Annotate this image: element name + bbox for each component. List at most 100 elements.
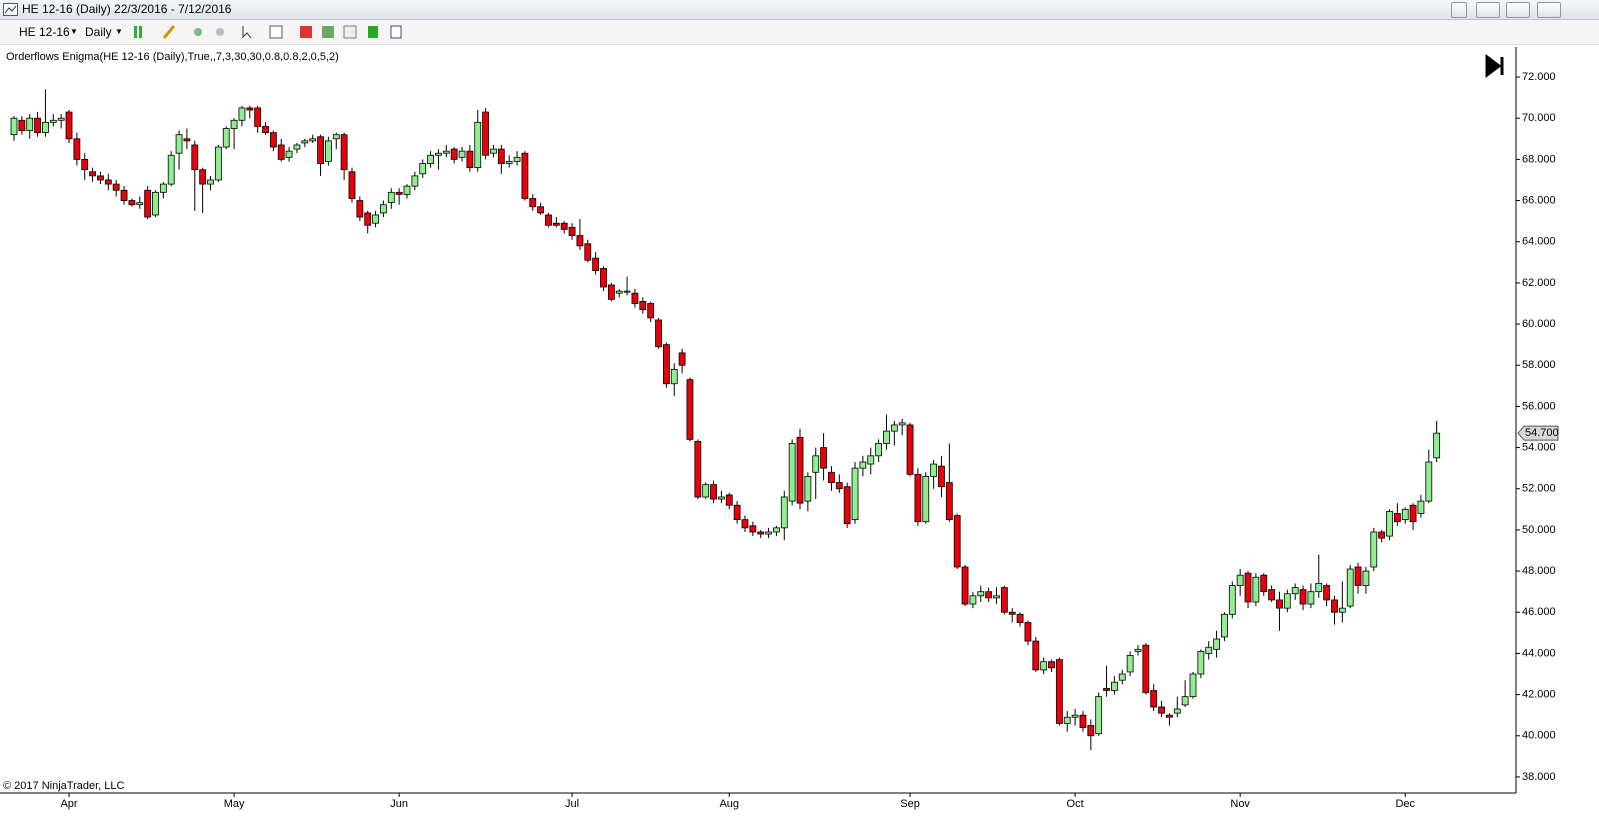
candle-body bbox=[615, 290, 623, 294]
candle-body bbox=[859, 461, 867, 469]
candle-body bbox=[112, 183, 120, 191]
minimize-button[interactable] bbox=[1476, 2, 1500, 18]
candle-body bbox=[42, 121, 49, 134]
candle-body bbox=[246, 107, 254, 111]
instrument-selector[interactable]: HE 12-16 bbox=[19, 25, 70, 39]
candle-body bbox=[922, 476, 930, 523]
period-selector[interactable]: Daily bbox=[85, 25, 112, 39]
candle-body bbox=[285, 150, 293, 158]
candle-body bbox=[780, 496, 788, 529]
candle-icon[interactable] bbox=[134, 26, 137, 38]
candle-body bbox=[222, 128, 230, 148]
candle-body bbox=[65, 111, 73, 140]
candle-body bbox=[773, 527, 780, 533]
candle-body bbox=[1079, 714, 1087, 728]
link-button[interactable] bbox=[1451, 2, 1467, 18]
candle-body bbox=[521, 152, 529, 199]
candle-body bbox=[749, 525, 757, 533]
candle-body bbox=[733, 504, 741, 521]
x-tick-label: Sep bbox=[900, 798, 920, 810]
candle-icon[interactable] bbox=[139, 26, 142, 38]
candle-body bbox=[120, 189, 128, 201]
candle-body bbox=[1071, 714, 1079, 718]
candle-body bbox=[1425, 461, 1433, 502]
candle-body bbox=[191, 144, 199, 171]
candle-body bbox=[10, 117, 18, 136]
candle-body bbox=[1252, 576, 1260, 603]
y-tick-label: 54.000 bbox=[1522, 441, 1556, 453]
candle-body bbox=[1150, 690, 1158, 708]
zoom-in-icon[interactable] bbox=[194, 28, 202, 36]
indicators-icon[interactable] bbox=[322, 26, 334, 38]
candle-body bbox=[277, 144, 285, 160]
dropdown-arrow[interactable]: ▼ bbox=[70, 27, 78, 36]
candle-body bbox=[1393, 513, 1401, 523]
candle-body bbox=[97, 175, 104, 181]
candle-body bbox=[1323, 585, 1331, 601]
candle-body bbox=[214, 146, 222, 181]
candle-body bbox=[718, 496, 725, 500]
dropdown-arrow[interactable]: ▼ bbox=[115, 27, 123, 36]
candle-body bbox=[427, 154, 434, 164]
candle-body bbox=[584, 243, 592, 261]
candle-body bbox=[1103, 688, 1110, 691]
restore-button[interactable] bbox=[1506, 2, 1530, 18]
candle-body bbox=[1040, 661, 1048, 671]
y-tick-label: 46.000 bbox=[1522, 606, 1556, 618]
candle-body bbox=[1048, 661, 1055, 669]
candle-body bbox=[505, 161, 513, 164]
dollar-icon[interactable] bbox=[368, 26, 378, 38]
pointer-icon[interactable] bbox=[242, 26, 252, 39]
y-tick-label: 42.000 bbox=[1522, 689, 1556, 701]
candle-body bbox=[592, 257, 600, 271]
candle-body bbox=[898, 422, 906, 426]
candle-body bbox=[757, 531, 765, 535]
candle-body bbox=[851, 467, 859, 521]
candle-body bbox=[1291, 587, 1299, 595]
candle-body bbox=[1134, 648, 1142, 652]
candle-body bbox=[1189, 673, 1197, 698]
x-tick-label: Jul bbox=[565, 798, 579, 810]
candle-body bbox=[647, 303, 655, 319]
candle-body bbox=[552, 222, 560, 226]
candle-body bbox=[301, 140, 309, 144]
y-tick-label: 44.000 bbox=[1522, 647, 1556, 659]
candle-body bbox=[890, 424, 898, 432]
candle-body bbox=[670, 368, 678, 385]
candle-body bbox=[317, 136, 324, 164]
zoom-out-icon[interactable] bbox=[216, 28, 224, 36]
candle-body bbox=[545, 214, 552, 226]
candle-body bbox=[442, 150, 450, 154]
candle-body bbox=[1299, 589, 1307, 605]
candle-body bbox=[1346, 568, 1354, 607]
find-icon[interactable] bbox=[269, 25, 283, 39]
scroll-end-button[interactable] bbox=[1485, 54, 1504, 78]
title-bar: HE 12-16 (Daily) 22/3/2016 - 7/12/2016 bbox=[0, 0, 1599, 20]
candle-body bbox=[419, 163, 427, 175]
candle-body bbox=[348, 171, 356, 199]
candle-body bbox=[1433, 432, 1441, 459]
candle-body bbox=[309, 138, 317, 142]
properties-icon[interactable] bbox=[390, 25, 402, 39]
candle-body bbox=[262, 126, 269, 134]
y-tick-label: 70.000 bbox=[1522, 112, 1556, 124]
y-tick-label: 56.000 bbox=[1522, 400, 1556, 412]
candle-body bbox=[741, 519, 749, 529]
close-button[interactable] bbox=[1537, 2, 1561, 18]
strategies-icon[interactable] bbox=[343, 25, 357, 39]
y-tick-label: 40.000 bbox=[1522, 730, 1556, 742]
candle-body bbox=[1307, 591, 1315, 605]
candle-body bbox=[1315, 583, 1323, 593]
orders-icon[interactable] bbox=[300, 26, 312, 38]
candle-body bbox=[875, 443, 882, 457]
candle-body bbox=[662, 344, 670, 385]
candle-body bbox=[914, 473, 922, 523]
app-icon bbox=[3, 3, 18, 16]
draw-icon[interactable] bbox=[162, 25, 176, 39]
candle-body bbox=[1142, 644, 1150, 693]
window-title: HE 12-16 (Daily) 22/3/2016 - 7/12/2016 bbox=[22, 2, 232, 16]
candle-body bbox=[725, 494, 733, 506]
candle-body bbox=[828, 471, 835, 483]
candle-body bbox=[435, 152, 442, 156]
